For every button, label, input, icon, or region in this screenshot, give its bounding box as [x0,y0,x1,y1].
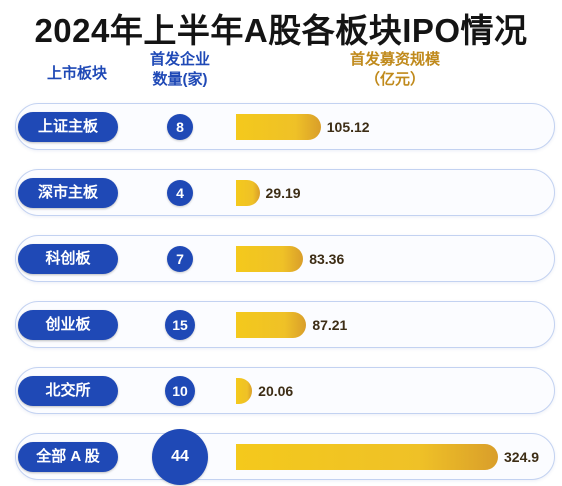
amount-value-label: 83.36 [309,251,345,267]
board-label-pill: 深市主板 [18,178,118,208]
amount-bar [236,114,321,140]
amount-value-label: 20.06 [258,383,294,399]
amount-bar [236,246,304,272]
company-count-circle: 8 [167,113,193,140]
count-column-header-line2: 数量(家) [152,71,208,88]
amount-bar [236,378,253,404]
company-count-circle: 7 [167,245,193,272]
amount-bar [236,312,307,338]
board-label-pill: 科创板 [18,244,118,274]
board-label-pill: 上证主板 [18,112,118,142]
company-count-circle: 44 [152,428,208,485]
amount-value-label: 29.19 [265,185,301,201]
company-count-circle: 10 [165,375,195,406]
amount-column-header-line1: 首发募资规模 [349,51,440,68]
board-column-header: 上市板块 [46,65,107,82]
amount-bar [236,444,498,470]
amount-value-label: 105.12 [326,119,370,135]
board-label-pill: 全部 A 股 [18,442,118,472]
amount-bar [236,180,260,206]
amount-value-label: 324.9 [504,449,540,465]
company-count-circle: 15 [165,309,195,340]
count-column-header-line1: 首发企业 [149,51,210,68]
board-label-pill: 创业板 [18,310,118,340]
amount-column-header-line2: （亿元） [364,71,425,88]
company-count-circle: 4 [167,179,193,206]
chart-title: 2024年上半年A股各板块IPO情况 [34,12,528,49]
board-label-pill: 北交所 [18,376,118,406]
amount-value-label: 87.21 [312,317,348,333]
